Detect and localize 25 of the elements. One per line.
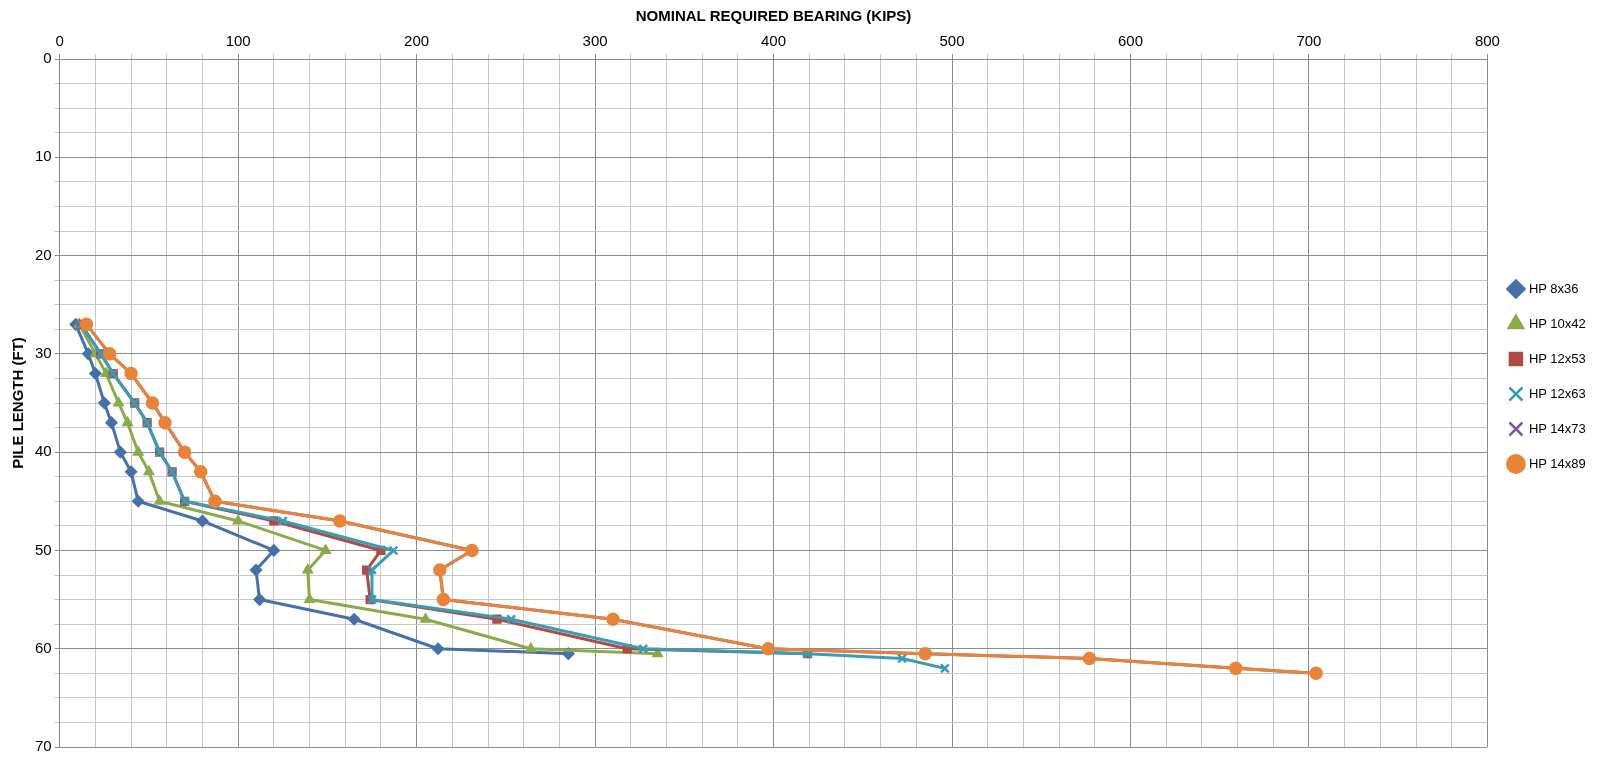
y-tick-label: 40	[35, 442, 52, 460]
legend-label: HP 14x89	[1528, 455, 1586, 471]
legend-label: HP 12x53	[1528, 350, 1586, 366]
legend-label: HP 10x42	[1528, 315, 1586, 331]
x-tick-label: 200	[404, 32, 430, 50]
y-tick-label: 30	[35, 344, 52, 361]
x-tick-label: 600	[1117, 32, 1143, 50]
y-tick-label: 0	[43, 49, 52, 67]
legend-label: HP 12x63	[1528, 385, 1586, 401]
x-tick-label: 700	[1296, 32, 1322, 50]
x-tick-label: 300	[582, 32, 608, 50]
x-tick-label: 800	[1474, 32, 1500, 50]
y-tick-label: 20	[35, 245, 52, 263]
y-axis-title: PILE LENGTH (FT)	[9, 337, 27, 469]
y-tick-label: 70	[35, 737, 52, 755]
x-tick-label: 500	[939, 32, 965, 50]
y-tick-label: 60	[35, 638, 52, 656]
x-tick-label: 0	[55, 32, 64, 50]
legend-label: HP 14x73	[1528, 420, 1586, 436]
y-tick-label: 50	[35, 540, 52, 558]
x-tick-label: 400	[761, 32, 787, 50]
x-tick-label: 100	[225, 32, 251, 50]
x-axis-title: NOMINAL REQUIRED BEARING (KIPS)	[635, 7, 912, 25]
legend-label: HP 8x36	[1528, 280, 1579, 296]
y-tick-label: 10	[35, 147, 52, 165]
